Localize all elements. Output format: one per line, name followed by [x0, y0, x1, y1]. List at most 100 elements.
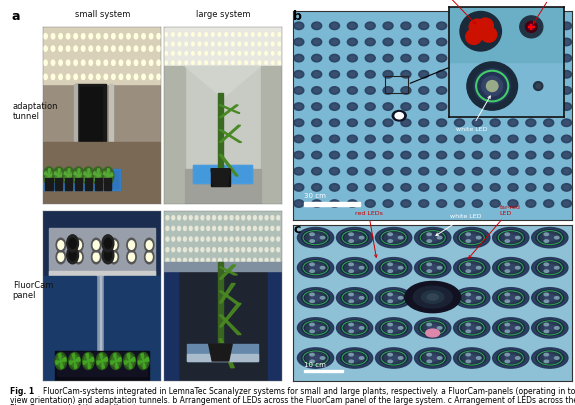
Circle shape	[359, 327, 364, 329]
Circle shape	[528, 186, 534, 190]
Circle shape	[462, 232, 481, 243]
Bar	[97, 276, 104, 373]
Circle shape	[329, 152, 340, 160]
Circle shape	[236, 259, 239, 263]
Circle shape	[296, 41, 301, 45]
Circle shape	[329, 184, 340, 192]
Circle shape	[277, 259, 279, 263]
Circle shape	[302, 230, 329, 246]
Circle shape	[178, 227, 181, 231]
Bar	[218, 262, 223, 347]
Circle shape	[312, 104, 321, 111]
Circle shape	[205, 34, 208, 37]
Circle shape	[178, 62, 181, 65]
Circle shape	[544, 233, 549, 236]
Circle shape	[398, 267, 403, 269]
Circle shape	[69, 239, 76, 249]
Circle shape	[312, 87, 321, 95]
Circle shape	[501, 293, 520, 304]
Polygon shape	[61, 358, 66, 361]
Circle shape	[398, 297, 403, 299]
Circle shape	[340, 230, 369, 246]
Polygon shape	[97, 361, 102, 365]
Circle shape	[294, 184, 304, 192]
Circle shape	[271, 62, 274, 65]
Circle shape	[482, 77, 503, 97]
Circle shape	[511, 186, 516, 190]
Circle shape	[172, 216, 175, 220]
Circle shape	[544, 264, 549, 266]
Circle shape	[96, 353, 108, 370]
Circle shape	[350, 57, 355, 61]
Circle shape	[490, 87, 500, 95]
Bar	[193, 166, 252, 183]
Polygon shape	[219, 126, 240, 143]
Polygon shape	[89, 176, 91, 183]
Circle shape	[302, 260, 329, 276]
Circle shape	[126, 75, 130, 80]
Circle shape	[332, 25, 337, 29]
Circle shape	[421, 90, 426, 93]
Circle shape	[423, 323, 442, 334]
Circle shape	[528, 105, 534, 109]
Circle shape	[546, 90, 551, 93]
Circle shape	[564, 25, 569, 29]
Circle shape	[457, 57, 462, 61]
Polygon shape	[88, 169, 90, 176]
Circle shape	[312, 55, 321, 63]
Circle shape	[532, 228, 568, 248]
Circle shape	[271, 237, 274, 241]
Circle shape	[472, 23, 482, 30]
Circle shape	[544, 152, 554, 160]
Circle shape	[536, 290, 563, 306]
Circle shape	[271, 227, 274, 231]
Circle shape	[302, 320, 329, 336]
Circle shape	[386, 90, 390, 93]
Circle shape	[129, 253, 135, 262]
Circle shape	[401, 104, 411, 111]
Circle shape	[427, 325, 438, 331]
Polygon shape	[58, 354, 61, 361]
Circle shape	[312, 39, 321, 47]
Circle shape	[508, 136, 518, 143]
Circle shape	[142, 61, 145, 66]
Circle shape	[526, 184, 536, 192]
Polygon shape	[129, 358, 135, 361]
Circle shape	[427, 265, 438, 271]
Polygon shape	[102, 358, 108, 361]
Circle shape	[265, 237, 268, 241]
Circle shape	[178, 52, 181, 56]
Circle shape	[546, 57, 551, 61]
Polygon shape	[116, 358, 121, 361]
Circle shape	[511, 73, 516, 77]
Circle shape	[536, 350, 563, 366]
Circle shape	[426, 329, 440, 337]
Circle shape	[457, 138, 462, 141]
Circle shape	[404, 138, 408, 141]
Circle shape	[230, 237, 233, 241]
Polygon shape	[116, 358, 121, 361]
Circle shape	[505, 324, 509, 326]
Circle shape	[536, 320, 563, 336]
Circle shape	[526, 200, 536, 208]
Circle shape	[345, 323, 365, 334]
Polygon shape	[59, 176, 62, 183]
Circle shape	[472, 87, 482, 95]
Circle shape	[349, 240, 354, 243]
Circle shape	[386, 41, 390, 45]
Circle shape	[212, 34, 214, 37]
Circle shape	[312, 184, 321, 192]
Polygon shape	[143, 358, 148, 361]
Polygon shape	[143, 358, 148, 361]
Circle shape	[277, 248, 279, 252]
Circle shape	[505, 240, 509, 243]
Circle shape	[544, 168, 554, 175]
Circle shape	[45, 171, 52, 181]
Circle shape	[112, 75, 115, 80]
Circle shape	[386, 25, 390, 29]
Circle shape	[242, 259, 244, 263]
Circle shape	[490, 184, 500, 192]
Circle shape	[74, 251, 83, 264]
Circle shape	[245, 62, 247, 65]
Text: c: c	[293, 223, 301, 236]
